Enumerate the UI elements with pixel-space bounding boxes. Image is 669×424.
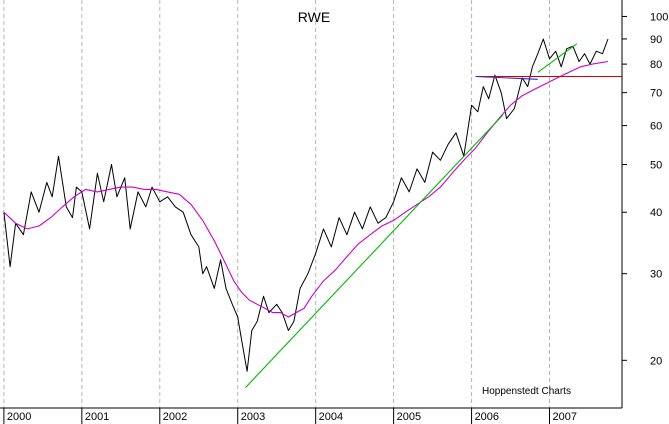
y-axis-ticks: 20 30 40 50 60 70 80 90 100: [622, 11, 668, 367]
y-tick-label-60: 60: [650, 121, 662, 133]
series-price: [3, 38, 609, 372]
y-tick-label-40: 40: [650, 207, 662, 219]
y-tick-label-30: 30: [650, 269, 662, 281]
y-tick-label-80: 80: [650, 59, 662, 71]
x-tick-label-2005: 2005: [397, 411, 421, 423]
axes: [0, 0, 623, 409]
x-tick-label-2006: 2006: [475, 411, 499, 423]
series-short-uptrend-line: [537, 43, 578, 73]
series-resistance-line: [475, 75, 538, 80]
y-tick-label-100: 100: [650, 11, 668, 23]
y-tick-label-50: 50: [650, 160, 662, 172]
x-tick-label-2002: 2002: [163, 411, 187, 423]
grid: [3, 0, 551, 408]
x-tick-label-2004: 2004: [319, 411, 343, 423]
y-tick-label-70: 70: [650, 88, 662, 100]
x-tick-label-2001: 2001: [85, 411, 109, 423]
series: [3, 38, 622, 388]
x-tick-label-2000: 2000: [7, 411, 31, 423]
x-axis-ticks: 2000 2001 2002 2003 2004 2005 2006 2007: [3, 408, 577, 424]
x-tick-label-2003: 2003: [241, 411, 265, 423]
chart-title: RWE: [298, 9, 330, 25]
series-uptrend-line: [245, 114, 504, 388]
y-tick-label-20: 20: [650, 355, 662, 367]
chart-credit: Hoppenstedt Charts: [482, 386, 571, 397]
y-tick-label-90: 90: [650, 34, 662, 46]
x-tick-label-2007: 2007: [553, 411, 577, 423]
